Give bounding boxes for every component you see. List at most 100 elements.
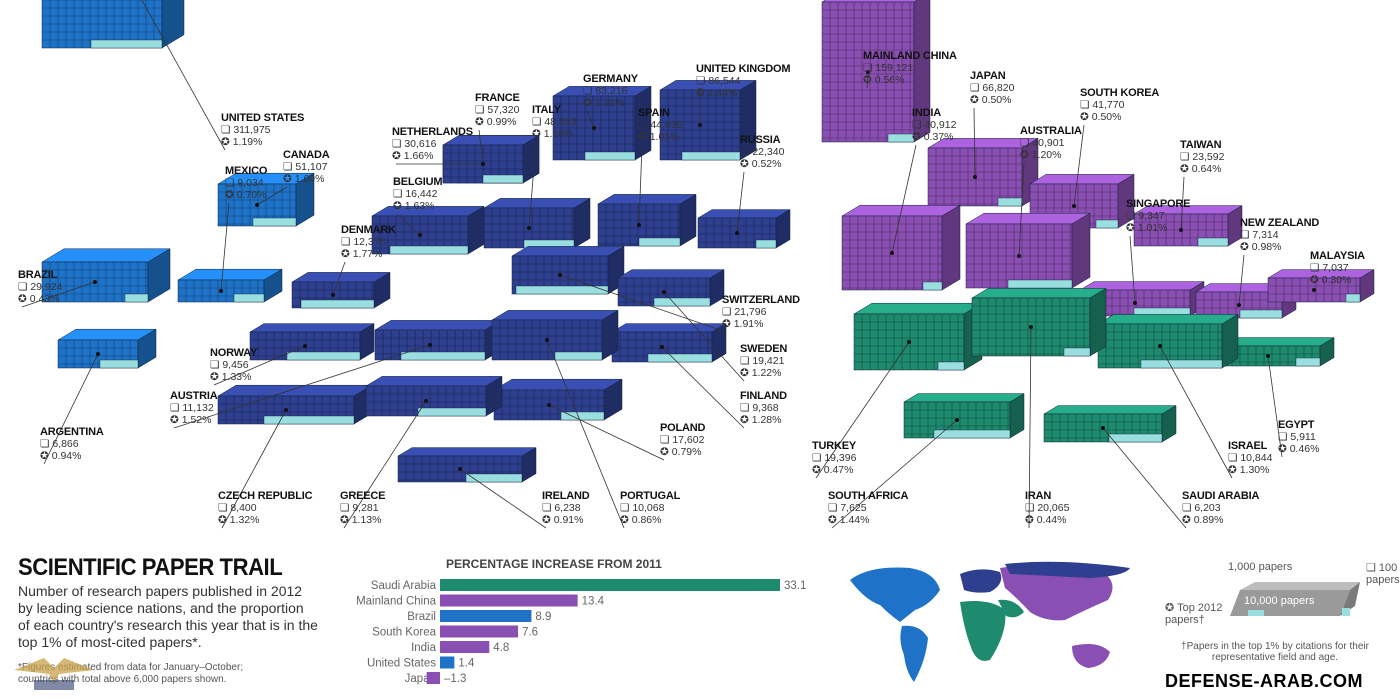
country-label: ARGENTINA ❏ 6,866 ✪ 0.94%	[40, 426, 104, 462]
paper-count: ❏ 57,320	[475, 104, 520, 116]
block-norway	[249, 323, 375, 361]
leader-dot	[890, 251, 894, 255]
paper-count: ❏ 40,912	[912, 119, 957, 131]
block-canada	[217, 172, 315, 227]
leader-dot	[1133, 301, 1137, 305]
leader-line	[1102, 427, 1187, 529]
leader-dot	[303, 344, 307, 348]
forum-logo	[14, 658, 94, 690]
paper-count: ❏ 20,065	[1025, 502, 1070, 514]
top-percent: ✪ 1.91%	[722, 318, 764, 330]
leader-dot	[660, 345, 664, 349]
map-asia	[1000, 564, 1113, 621]
paper-count: ❏ 5,911	[1278, 431, 1316, 443]
block-united-kingdom	[659, 79, 757, 161]
leader-dot	[527, 226, 531, 230]
country-name: JAPAN	[970, 70, 1006, 82]
top-percent: ✪ 0.50%	[1080, 111, 1122, 123]
leader-dot	[735, 231, 739, 235]
map-middle-east	[998, 599, 1024, 618]
country-label: IRAN ❏ 20,065 ✪ 0.44%	[1025, 490, 1069, 526]
paper-count: ❏ 66,820	[970, 82, 1015, 94]
top-percent: ✪ 0.89%	[1182, 514, 1224, 526]
block-italy	[483, 197, 591, 249]
country-label: SINGAPORE ❏ 9,347 ✪ 1.01%	[1126, 198, 1190, 234]
top-percent: ✪ 1.32%	[218, 514, 260, 526]
top-percent: ✪ 0.91%	[542, 514, 584, 526]
leader-line	[21, 281, 96, 308]
block-argentina	[57, 328, 157, 369]
leader-line	[1180, 176, 1185, 231]
block-portugal	[491, 309, 619, 361]
page-title: SCIENTIFIC PAPER TRAIL	[18, 554, 283, 581]
leader-line	[220, 202, 230, 292]
block-spain	[597, 193, 697, 247]
top-percent: ✪ 1.19%	[221, 136, 263, 148]
country-label: AUSTRIA ❏ 11,132 ✪ 1.52%	[170, 390, 218, 426]
leader-dot	[907, 340, 911, 344]
leader-dot	[1266, 354, 1270, 358]
top-percent: ✪ 0.56%	[863, 74, 905, 86]
map-africa	[960, 601, 1006, 661]
top-percent: ✪ 1.01%	[1126, 222, 1168, 234]
paper-count: ❏ 11,132	[170, 402, 214, 414]
country-name: CANADA	[283, 149, 330, 161]
bar	[440, 579, 780, 591]
country-label: BRAZIL ❏ 29,924 ✪ 0.43%	[18, 269, 62, 305]
paper-count: ❏ 30,616	[392, 138, 437, 150]
bar	[440, 594, 578, 607]
top-percent: ✪ 1.77%	[341, 248, 383, 260]
legend-top: ✪ Top 2012 papers†	[1165, 602, 1223, 626]
country-label: POLAND ❏ 17,602 ✪ 0.79%	[660, 422, 705, 458]
country-name: FINLAND	[740, 390, 787, 402]
paper-count: ❏ 16,442	[393, 188, 438, 200]
country-label: CANADA ❏ 51,107 ✪ 1.09%	[283, 149, 330, 185]
country-label: DENMARK ❏ 12,376 ✪ 1.77%	[341, 224, 396, 260]
leader-dot	[637, 223, 641, 227]
leader-line	[586, 110, 595, 129]
paper-count: ❏ 9,456	[210, 359, 249, 371]
leader-line	[1129, 235, 1136, 304]
country-label: IRELAND ❏ 6,238 ✪ 0.91%	[542, 490, 590, 526]
leader-line	[256, 186, 288, 206]
country-label: SWEDEN ❏ 19,421 ✪ 1.22%	[740, 343, 787, 379]
country-name: SPAIN	[638, 107, 670, 119]
bar	[440, 656, 455, 669]
paper-count: ❏ 10,844	[1228, 452, 1273, 464]
top-percent: ✪ 1.63%	[393, 200, 435, 212]
paper-count: ❏ 48,353	[532, 116, 577, 128]
percentage-increase-chart: Saudi Arabia 33.1 Mainland China 13.4 Brazil…	[356, 579, 806, 685]
block-iran	[971, 287, 1107, 357]
country-label: SPAIN ❏ 44,935 ✪ 1.01%	[638, 107, 682, 143]
leader-dot	[955, 418, 959, 422]
legend-graphic	[1230, 582, 1360, 616]
country-name: AUSTRALIA	[1020, 125, 1082, 137]
top-percent: ✪ 1.28%	[740, 414, 782, 426]
country-label: INDIA ❏ 40,912 ✪ 0.37%	[912, 107, 956, 143]
leader-dot	[255, 203, 259, 207]
paper-count: ❏ 19,421	[740, 355, 785, 367]
leader-dot	[284, 408, 288, 412]
paper-count: ❏ 12,376	[341, 236, 386, 248]
top-percent: ✪ 0.47%	[812, 464, 854, 476]
block-australia	[965, 212, 1091, 289]
leader-dot	[481, 162, 485, 166]
country-name: SOUTH AFRICA	[828, 490, 909, 502]
leader-dot	[418, 233, 422, 237]
paper-count: ❏ 19,396	[812, 452, 857, 464]
block-turkey	[853, 302, 983, 371]
leader-line	[478, 129, 484, 165]
top-percent: ✪ 1.30%	[1228, 464, 1270, 476]
bar-value-label: 1.4	[458, 658, 475, 670]
paper-count: ❏ 17,602	[660, 434, 705, 446]
page-description: Number of research papers published in 2…	[18, 583, 318, 650]
country-name: NORWAY	[210, 347, 258, 359]
bar-value-label: –1.3	[444, 673, 466, 685]
country-name: SINGAPORE	[1126, 198, 1191, 210]
leader-line	[173, 344, 431, 429]
leader-line	[831, 419, 958, 529]
leader-line	[891, 144, 917, 254]
country-name: DENMARK	[341, 224, 396, 236]
leader-line	[815, 341, 910, 479]
